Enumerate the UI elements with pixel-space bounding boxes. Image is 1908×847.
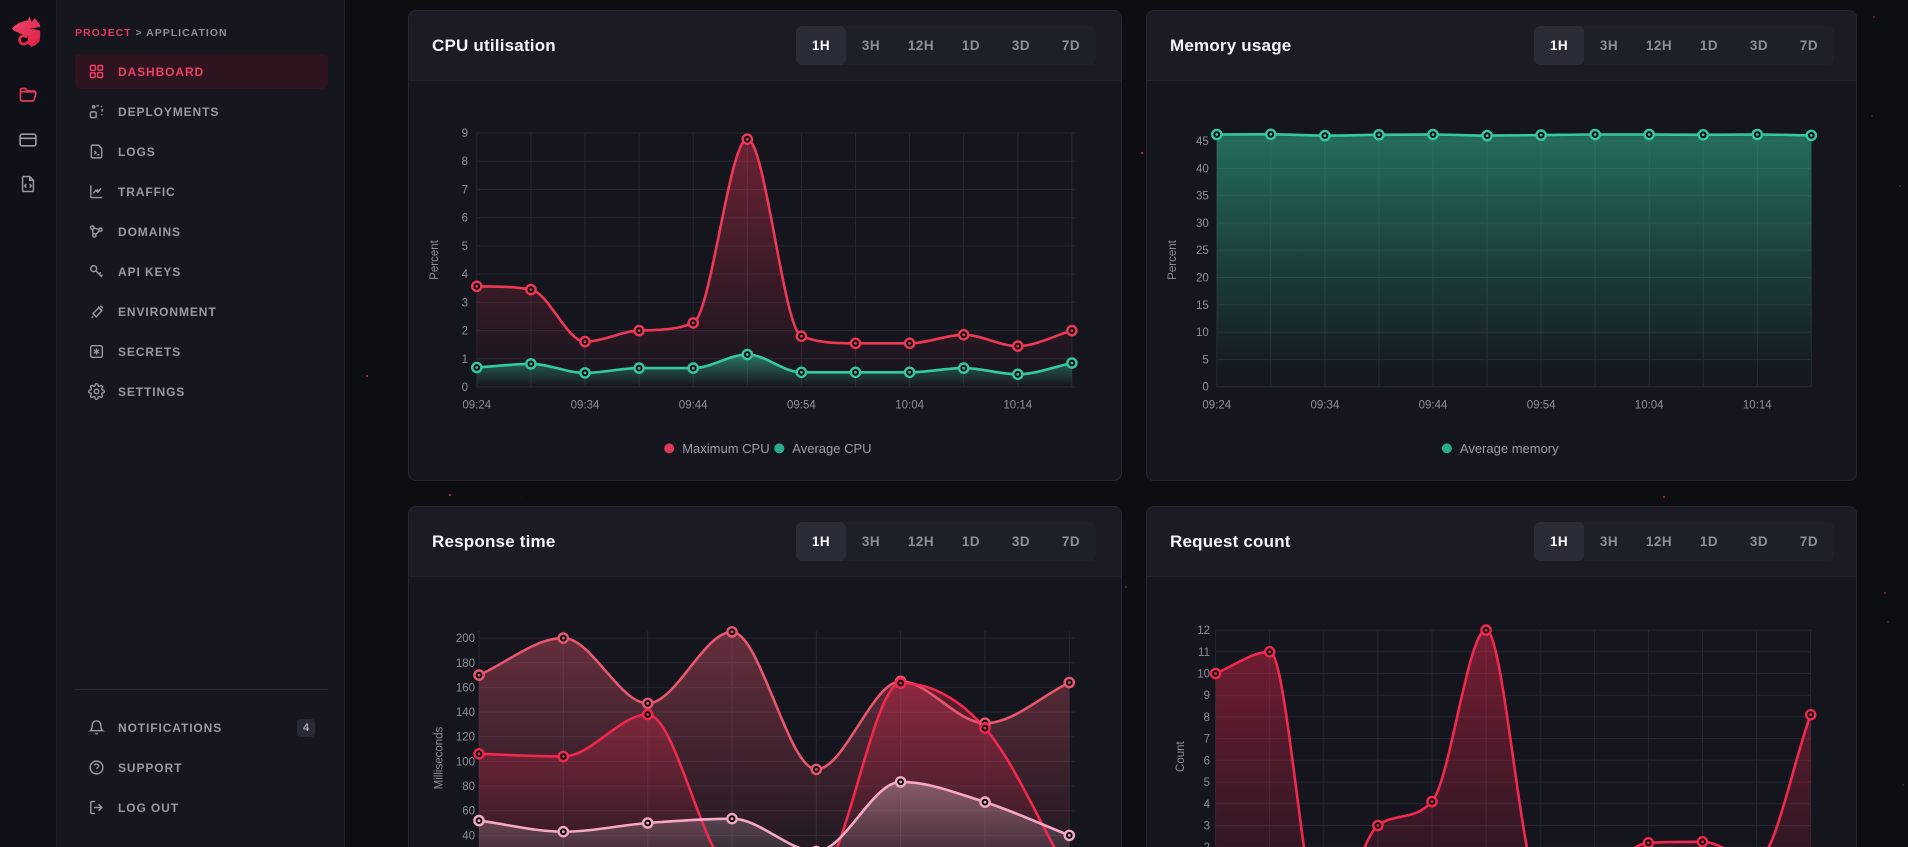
svg-text:5: 5 xyxy=(1204,777,1210,789)
svg-text:10:14: 10:14 xyxy=(1003,400,1032,412)
svg-text:3: 3 xyxy=(1204,821,1210,833)
svg-text:140: 140 xyxy=(456,707,475,719)
svg-text:Maximum CPU: Maximum CPU xyxy=(682,441,769,456)
svg-text:4: 4 xyxy=(1204,799,1211,811)
svg-text:7: 7 xyxy=(462,185,468,197)
svg-text:9: 9 xyxy=(1204,690,1210,702)
svg-text:180: 180 xyxy=(456,658,475,670)
svg-text:30: 30 xyxy=(1196,218,1209,230)
svg-text:100: 100 xyxy=(456,756,475,768)
svg-text:3: 3 xyxy=(462,297,468,309)
svg-text:25: 25 xyxy=(1196,245,1209,257)
svg-text:12: 12 xyxy=(1197,625,1210,637)
svg-text:160: 160 xyxy=(456,682,475,694)
svg-text:60: 60 xyxy=(462,806,475,818)
svg-text:5: 5 xyxy=(1202,354,1208,366)
svg-text:Average memory: Average memory xyxy=(1460,441,1559,456)
svg-text:Average CPU: Average CPU xyxy=(792,441,871,456)
svg-text:10: 10 xyxy=(1196,327,1209,339)
svg-text:5: 5 xyxy=(462,241,468,253)
svg-text:09:34: 09:34 xyxy=(1311,400,1340,412)
svg-text:6: 6 xyxy=(1204,755,1210,767)
svg-text:7: 7 xyxy=(1204,734,1210,746)
svg-text:10:04: 10:04 xyxy=(1635,400,1664,412)
svg-text:8: 8 xyxy=(1204,712,1210,724)
svg-text:Percent: Percent xyxy=(429,239,441,279)
svg-text:9: 9 xyxy=(462,128,468,140)
svg-text:40: 40 xyxy=(462,830,475,842)
svg-text:09:44: 09:44 xyxy=(1419,400,1448,412)
svg-text:10: 10 xyxy=(1197,669,1210,681)
svg-text:09:54: 09:54 xyxy=(787,400,816,412)
svg-text:0: 0 xyxy=(462,382,468,394)
svg-text:1: 1 xyxy=(462,354,468,366)
svg-text:200: 200 xyxy=(456,633,475,645)
svg-text:6: 6 xyxy=(462,213,468,225)
svg-text:80: 80 xyxy=(462,781,475,793)
svg-text:Count: Count xyxy=(1175,740,1187,771)
svg-text:35: 35 xyxy=(1196,191,1209,203)
svg-text:Milliseconds: Milliseconds xyxy=(434,726,446,789)
svg-text:10:14: 10:14 xyxy=(1743,400,1772,412)
svg-text:45: 45 xyxy=(1196,136,1209,148)
svg-text:10:04: 10:04 xyxy=(895,400,924,412)
svg-text:15: 15 xyxy=(1196,300,1209,312)
svg-text:2: 2 xyxy=(462,326,468,338)
svg-text:09:24: 09:24 xyxy=(462,400,491,412)
svg-text:2: 2 xyxy=(1204,842,1210,847)
svg-text:20: 20 xyxy=(1196,273,1209,285)
svg-text:09:34: 09:34 xyxy=(571,400,600,412)
svg-text:11: 11 xyxy=(1198,647,1210,659)
svg-text:120: 120 xyxy=(456,732,475,744)
svg-text:40: 40 xyxy=(1196,163,1209,175)
svg-text:09:44: 09:44 xyxy=(679,400,708,412)
svg-text:8: 8 xyxy=(462,156,468,168)
svg-text:0: 0 xyxy=(1202,382,1208,394)
svg-text:09:54: 09:54 xyxy=(1527,400,1556,412)
svg-text:09:24: 09:24 xyxy=(1202,400,1231,412)
svg-text:4: 4 xyxy=(462,269,469,281)
svg-text:Percent: Percent xyxy=(1167,239,1179,279)
